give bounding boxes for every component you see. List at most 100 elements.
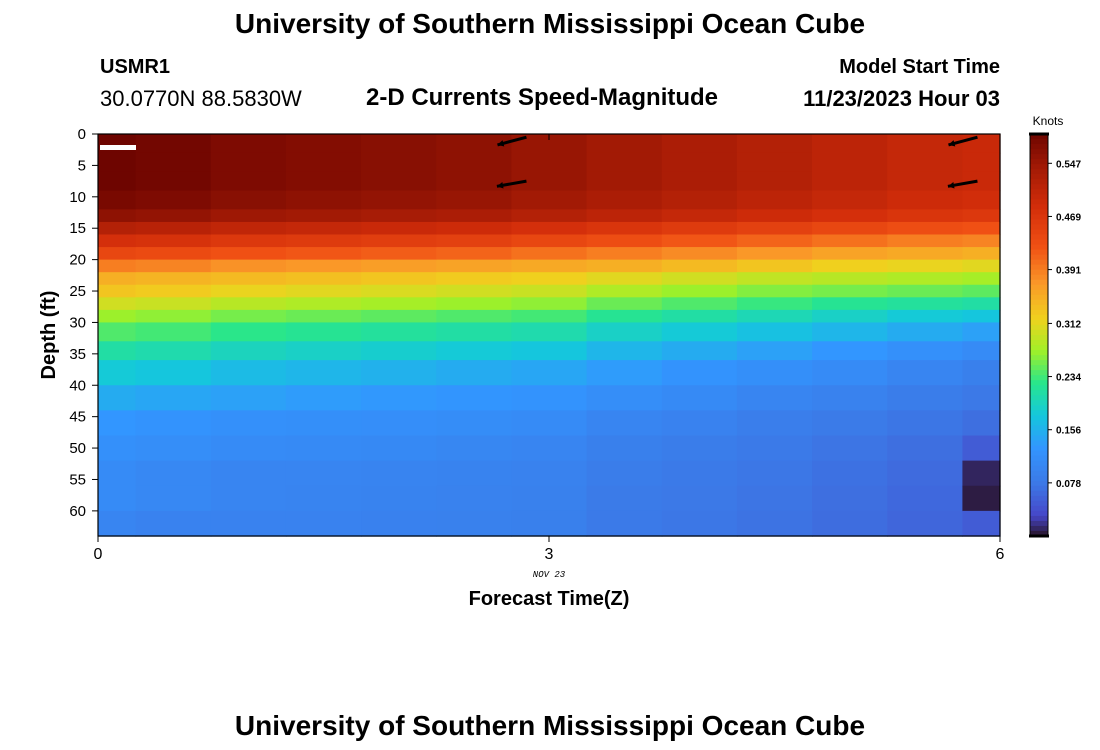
heatmap-cell — [887, 360, 964, 386]
heatmap-cell — [586, 360, 663, 386]
heatmap-cell — [736, 341, 813, 361]
heatmap-cell — [511, 209, 588, 223]
colorbar-band — [1030, 294, 1048, 301]
heatmap-cell — [586, 259, 663, 273]
heatmap-cell — [887, 190, 964, 210]
colorbar-band — [1030, 380, 1048, 386]
heatmap-cell — [436, 341, 513, 361]
heatmap-cell — [962, 385, 1001, 411]
heatmap-cell — [210, 485, 287, 512]
heatmap-cell — [135, 360, 212, 386]
colorbar: 0.547 0.469 0.391 0.312 0.234 0.156 0.078 — [1029, 132, 1081, 538]
heatmap-cell — [285, 435, 362, 462]
heatmap-cell — [586, 171, 663, 192]
current-vector-arrowhead — [497, 140, 505, 147]
heatmap-cell — [361, 152, 437, 173]
colorbar-band — [1030, 164, 1048, 170]
colorbar-band — [1030, 219, 1048, 226]
heatmap-cell — [661, 410, 738, 437]
heatmap-cell — [210, 341, 287, 361]
heatmap-cell — [135, 410, 212, 437]
heatmap-cell — [98, 322, 137, 342]
heatmap-cell — [962, 360, 1001, 386]
colorbar-band — [1030, 154, 1048, 160]
heatmap-cell — [736, 510, 813, 537]
heatmap-cell — [511, 485, 588, 512]
heatmap-cell — [135, 134, 212, 154]
heatmap-cell — [812, 259, 888, 273]
heatmap-cell — [98, 341, 137, 361]
colorbar-band — [1030, 515, 1048, 522]
heatmap-cell — [586, 221, 663, 236]
heatmap-cell — [285, 171, 362, 192]
colorbar-band — [1030, 480, 1048, 487]
heatmap-cell — [812, 322, 888, 342]
colorbar-band — [1030, 425, 1048, 432]
heatmap-cell — [98, 284, 137, 298]
colorbar-tick-label: 0.547 — [1056, 159, 1081, 170]
heatmap-cell — [361, 410, 437, 437]
y-tick-label: 40 — [69, 377, 86, 394]
heatmap-cell — [511, 284, 588, 298]
heatmap-cell — [285, 272, 362, 286]
colorbar-band — [1030, 169, 1048, 175]
heatmap-cell — [135, 341, 212, 361]
heatmap-cell — [285, 234, 362, 248]
heatmap-cell — [210, 134, 287, 154]
heatmap-cell — [361, 360, 437, 386]
heatmap-cell — [736, 272, 813, 286]
heatmap-cell — [736, 309, 813, 324]
heatmap-cell — [98, 134, 137, 154]
heatmap-cell — [361, 272, 437, 286]
colorbar-band — [1030, 239, 1048, 246]
colorbar-tick-label: 0.156 — [1056, 426, 1081, 437]
heatmap-cell — [210, 234, 287, 248]
colorbar-band — [1030, 179, 1048, 185]
heatmap-cell — [285, 190, 362, 210]
heatmap-cell — [511, 341, 588, 361]
heatmap-cell — [436, 209, 513, 223]
colorbar-band — [1030, 420, 1048, 427]
heatmap-cell — [511, 360, 588, 386]
heatmap-cell — [511, 322, 588, 342]
heatmap-cell — [661, 190, 738, 210]
heatmap-cell — [736, 221, 813, 236]
colorbar-band — [1030, 415, 1048, 422]
heatmap-cell — [436, 297, 513, 311]
colorbar-band — [1030, 435, 1048, 442]
scale-reference-bar — [100, 145, 136, 150]
x-tick-label: 6 — [996, 546, 1005, 563]
colorbar-band — [1030, 335, 1048, 341]
heatmap-cell — [436, 360, 513, 386]
colorbar-band — [1030, 204, 1048, 210]
heatmap-cell — [661, 322, 738, 342]
heatmap-cell — [887, 341, 964, 361]
heatmap-cell — [210, 385, 287, 411]
colorbar-tick-label: 0.078 — [1056, 479, 1081, 490]
heatmap-cell — [736, 134, 813, 154]
heatmap-cell — [812, 410, 888, 437]
colorbar-band — [1030, 224, 1048, 231]
heatmap-cell — [98, 309, 137, 324]
heatmap-cell — [736, 190, 813, 210]
heatmap-cell — [511, 460, 588, 487]
heatmap-cell — [887, 385, 964, 411]
heatmap-cell — [661, 259, 738, 273]
colorbar-band — [1030, 199, 1048, 205]
colorbar-band — [1030, 490, 1048, 497]
heatmap-cell — [135, 309, 212, 324]
heatmap-cell — [661, 152, 738, 173]
heatmap-cell — [436, 247, 513, 261]
heatmap-cell — [736, 259, 813, 273]
heatmap-cell — [812, 510, 888, 537]
heatmap-cell — [962, 510, 1001, 537]
heatmap-cell — [736, 152, 813, 173]
heatmap-cell — [285, 134, 362, 154]
heatmap-cell — [661, 435, 738, 462]
heatmap-cell — [586, 247, 663, 261]
heatmap-cell — [436, 221, 513, 236]
heatmap-cell — [436, 234, 513, 248]
heatmap-cell — [586, 284, 663, 298]
y-tick-label: 45 — [69, 409, 86, 426]
x-axis: 0 3 6 — [94, 134, 1005, 563]
